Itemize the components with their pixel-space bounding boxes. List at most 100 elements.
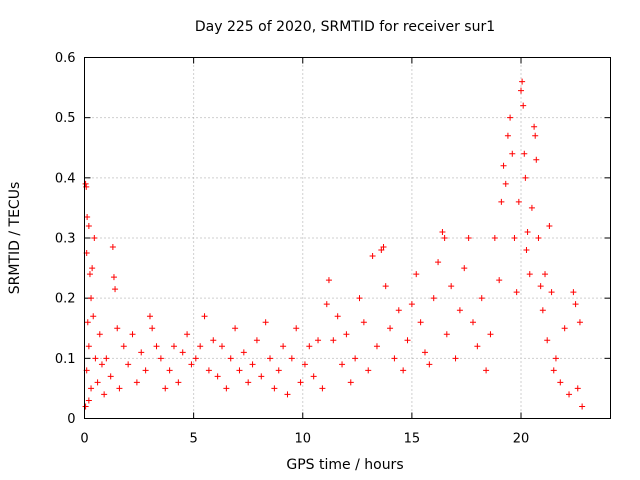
data-point bbox=[395, 307, 402, 314]
data-point bbox=[85, 397, 92, 404]
data-point bbox=[192, 355, 199, 362]
y-tick-label: 0.6 bbox=[55, 51, 76, 66]
data-point bbox=[413, 271, 420, 278]
y-tick-label: 0 bbox=[67, 412, 75, 427]
data-point bbox=[404, 337, 411, 344]
data-point bbox=[170, 343, 177, 350]
axis-ticks bbox=[84, 57, 611, 419]
data-point bbox=[319, 385, 326, 392]
data-point bbox=[356, 295, 363, 302]
plot-frame bbox=[84, 57, 611, 419]
data-point bbox=[400, 367, 407, 374]
data-point bbox=[496, 277, 503, 284]
data-point bbox=[502, 180, 509, 187]
data-point bbox=[219, 343, 226, 350]
data-point bbox=[188, 361, 195, 368]
data-point bbox=[280, 343, 287, 350]
data-point bbox=[576, 319, 583, 326]
data-point bbox=[461, 265, 468, 272]
data-point bbox=[267, 355, 274, 362]
data-point bbox=[347, 379, 354, 386]
data-point bbox=[515, 198, 522, 205]
x-tick-label: 5 bbox=[189, 432, 197, 447]
data-point bbox=[521, 150, 528, 157]
data-point bbox=[271, 385, 278, 392]
data-point bbox=[523, 247, 530, 254]
data-point bbox=[162, 385, 169, 392]
data-point bbox=[513, 289, 520, 296]
data-point bbox=[352, 355, 359, 362]
data-point bbox=[373, 343, 380, 350]
data-point bbox=[301, 361, 308, 368]
data-point bbox=[561, 325, 568, 332]
data-point bbox=[89, 265, 96, 272]
data-point bbox=[153, 343, 160, 350]
data-point bbox=[546, 222, 553, 229]
data-point bbox=[452, 355, 459, 362]
data-point bbox=[552, 355, 559, 362]
data-point bbox=[533, 156, 540, 163]
data-point bbox=[297, 379, 304, 386]
x-tick-label: 0 bbox=[80, 432, 88, 447]
data-point bbox=[249, 361, 256, 368]
data-point bbox=[179, 349, 186, 356]
data-point bbox=[465, 235, 472, 241]
data-point bbox=[85, 222, 92, 229]
data-point bbox=[544, 337, 551, 344]
data-point bbox=[537, 283, 544, 290]
data-point bbox=[232, 325, 239, 332]
data-point bbox=[94, 379, 101, 386]
y-tick-label: 0.1 bbox=[55, 352, 76, 367]
data-point bbox=[88, 295, 95, 302]
data-point bbox=[387, 325, 394, 332]
data-point bbox=[380, 244, 387, 251]
data-point bbox=[548, 289, 555, 296]
data-point bbox=[408, 301, 415, 308]
data-point bbox=[478, 295, 485, 302]
data-point bbox=[522, 174, 529, 181]
data-point bbox=[293, 325, 300, 332]
data-point bbox=[114, 325, 121, 332]
data-point bbox=[557, 379, 564, 386]
data-point bbox=[469, 319, 476, 326]
data-point bbox=[574, 385, 581, 392]
data-point bbox=[236, 367, 243, 374]
data-point bbox=[310, 373, 317, 380]
data-point bbox=[149, 325, 156, 332]
data-point bbox=[138, 349, 145, 356]
data-point bbox=[91, 235, 98, 241]
data-point bbox=[539, 307, 546, 314]
data-point bbox=[430, 295, 437, 302]
data-point bbox=[82, 403, 89, 410]
tick-labels: 0 0.1 0.2 0.3 0.4 0.5 0.6 0 5 10 15 20 bbox=[55, 51, 529, 447]
data-point bbox=[133, 379, 140, 386]
data-point bbox=[84, 319, 91, 326]
data-point bbox=[531, 123, 538, 130]
data-point bbox=[253, 337, 260, 344]
data-point bbox=[330, 337, 337, 344]
data-point bbox=[579, 403, 586, 410]
x-tick-label: 20 bbox=[513, 432, 530, 447]
data-point bbox=[175, 379, 182, 386]
data-point bbox=[443, 331, 450, 338]
data-point bbox=[339, 361, 346, 368]
data-point bbox=[343, 331, 350, 338]
data-points bbox=[82, 78, 586, 410]
data-point bbox=[223, 385, 230, 392]
y-tick-label: 0.2 bbox=[55, 292, 76, 307]
data-point bbox=[284, 391, 291, 398]
data-point bbox=[258, 373, 265, 380]
data-point bbox=[84, 213, 91, 220]
data-point bbox=[528, 204, 535, 211]
data-point bbox=[240, 349, 247, 356]
data-point bbox=[507, 114, 514, 121]
data-point bbox=[572, 301, 579, 308]
data-point bbox=[441, 235, 448, 241]
data-point bbox=[378, 247, 385, 254]
data-point bbox=[439, 228, 446, 235]
data-point bbox=[417, 319, 424, 326]
data-point bbox=[88, 385, 95, 392]
data-point bbox=[315, 337, 322, 344]
data-point bbox=[101, 391, 108, 398]
data-point bbox=[92, 355, 99, 362]
